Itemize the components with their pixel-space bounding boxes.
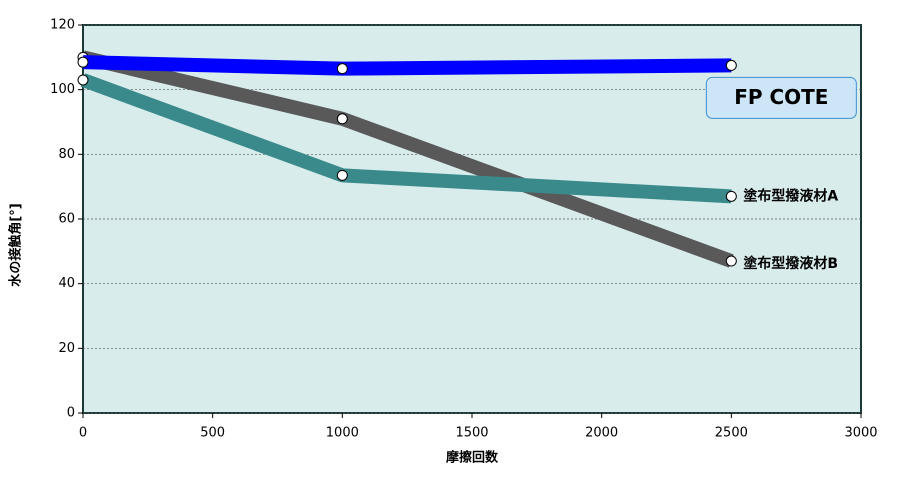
data-point [336, 169, 348, 181]
series-label: 塗布型撥液材A [743, 187, 838, 204]
series-line [82, 55, 732, 76]
data-point [77, 56, 89, 68]
x-axis-label: 摩擦回数 [446, 450, 499, 466]
x-tick-label: 1500 [455, 426, 488, 441]
x-tick-label: 2000 [585, 426, 618, 441]
legend-box [705, 76, 857, 119]
y-axis-label: 水の接触角[°] [8, 203, 24, 286]
y-tick-label: 120 [50, 18, 75, 33]
data-point [725, 190, 737, 202]
y-tick-label: 60 [58, 212, 75, 227]
data-point [725, 59, 737, 71]
data-point [336, 63, 348, 75]
y-tick-label: 80 [58, 147, 75, 162]
y-tick-label: 20 [58, 341, 75, 356]
x-tick-label: 2500 [715, 426, 748, 441]
y-tick-label: 0 [67, 406, 75, 421]
x-tick-label: 0 [79, 426, 87, 441]
data-point [77, 74, 89, 86]
x-tick-label: 500 [200, 426, 225, 441]
data-point [725, 255, 737, 267]
x-tick-label: 1000 [326, 426, 359, 441]
y-tick-label: 100 [50, 82, 75, 97]
series-label: FP COTE [734, 85, 828, 109]
series-label: 塗布型撥液材B [743, 255, 838, 272]
data-point [336, 113, 348, 125]
x-tick-label: 3000 [844, 426, 877, 441]
y-tick-label: 40 [58, 276, 75, 291]
